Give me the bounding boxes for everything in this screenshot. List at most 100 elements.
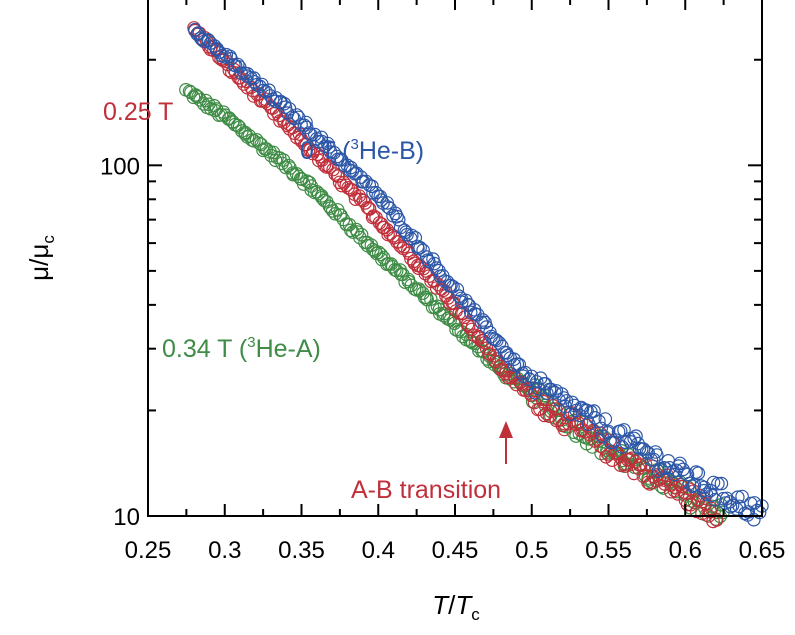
data-point: [199, 93, 213, 108]
data-point: [346, 225, 360, 239]
data-point: [349, 222, 364, 237]
data-point: [452, 289, 466, 303]
data-point: [249, 133, 264, 147]
data-point: [658, 461, 672, 475]
data-point: [605, 453, 620, 467]
series-b: [188, 22, 769, 527]
y-tick-label: 10: [113, 504, 140, 531]
data-point: [703, 483, 718, 498]
x-tick-label: 0.35: [278, 537, 325, 564]
x-tick-label: 0.45: [432, 537, 479, 564]
data-point: [680, 467, 695, 482]
data-point: [649, 448, 664, 462]
data-point: [516, 369, 530, 383]
data-point: [353, 230, 367, 245]
data-point: [264, 148, 278, 163]
x-tick-label: 0.5: [515, 537, 548, 564]
data-point: [528, 385, 542, 400]
data-point: [446, 279, 460, 294]
data-point: [191, 90, 205, 104]
data-point: [735, 489, 749, 504]
x-tick-label: 0.3: [208, 537, 241, 564]
data-point: [722, 495, 737, 509]
data-point: [393, 220, 408, 235]
data-point: [669, 481, 683, 495]
data-point: [262, 83, 276, 97]
data-point: [725, 498, 740, 513]
data-point: [372, 216, 387, 230]
data-point: [299, 115, 313, 130]
x-tick-label: 0.4: [362, 537, 395, 564]
data-point: [300, 174, 314, 188]
data-point: [269, 104, 284, 119]
data-point: [365, 210, 380, 225]
data-point: [539, 386, 554, 400]
annotation-label: A-B transition: [351, 476, 501, 504]
data-point: [559, 394, 574, 408]
y-tick-label: 100: [100, 153, 140, 180]
data-point: [711, 476, 725, 491]
data-point: [639, 445, 654, 459]
data-point: [297, 118, 312, 133]
data-point: [391, 212, 406, 227]
data-point: [328, 167, 342, 181]
series-label-0T: 0 T (3He-B): [300, 136, 424, 165]
data-point: [411, 261, 426, 275]
data-point: [404, 251, 418, 266]
data-point: [529, 375, 544, 389]
axis-ticks: 0.25 0.3 0.35 0.4 0.45 0.5 0.55 0.6 0.65 10 100: [100, 0, 785, 564]
data-point: [289, 167, 304, 181]
data-point: [404, 228, 419, 243]
series-label-0p34T: 0.34 T (3He-A): [162, 334, 321, 363]
data-point: [400, 227, 414, 242]
data-point: [371, 245, 386, 260]
data-point: [625, 451, 639, 465]
data-point: [385, 259, 400, 274]
data-point: [470, 307, 485, 322]
data-point: [730, 490, 745, 504]
data-point: [281, 158, 296, 173]
data-point: [689, 465, 703, 479]
x-tick-label: 0.65: [739, 537, 786, 564]
data-point: [450, 282, 465, 297]
data-point: [319, 160, 334, 174]
data-point: [474, 315, 489, 330]
data-point: [231, 57, 245, 72]
data-point: [420, 253, 435, 267]
data-point: [488, 332, 502, 347]
data-point: [254, 137, 269, 152]
data-point: [214, 108, 229, 122]
data-point: [193, 93, 207, 107]
data-point: [242, 129, 257, 143]
data-point: [218, 50, 232, 64]
data-point: [263, 89, 278, 103]
data-point: [723, 499, 738, 514]
series-label-0p25T: 0.25 T: [103, 98, 173, 126]
data-point: [646, 452, 661, 467]
data-point: [714, 476, 729, 491]
plot-marks: [179, 21, 769, 529]
series-g: [179, 83, 730, 526]
data-point: [629, 429, 643, 443]
data-point: [622, 432, 636, 446]
data-point: [299, 120, 314, 135]
y-axis-label: μ/μc: [24, 235, 58, 281]
data-point: [752, 505, 767, 520]
data-point: [487, 348, 501, 363]
data-point: [240, 130, 255, 144]
data-point: [376, 196, 390, 210]
x-tick-label: 0.25: [125, 537, 172, 564]
data-point: [291, 169, 306, 184]
data-point: [709, 513, 724, 527]
data-point: [323, 160, 337, 174]
data-point: [348, 192, 363, 206]
data-point: [413, 240, 427, 255]
data-point: [592, 414, 606, 428]
data-point: [476, 313, 490, 327]
data-point: [393, 263, 407, 277]
data-point: [342, 217, 357, 232]
data-point: [188, 88, 203, 102]
data-point: [652, 472, 667, 486]
data-point: [362, 202, 377, 216]
